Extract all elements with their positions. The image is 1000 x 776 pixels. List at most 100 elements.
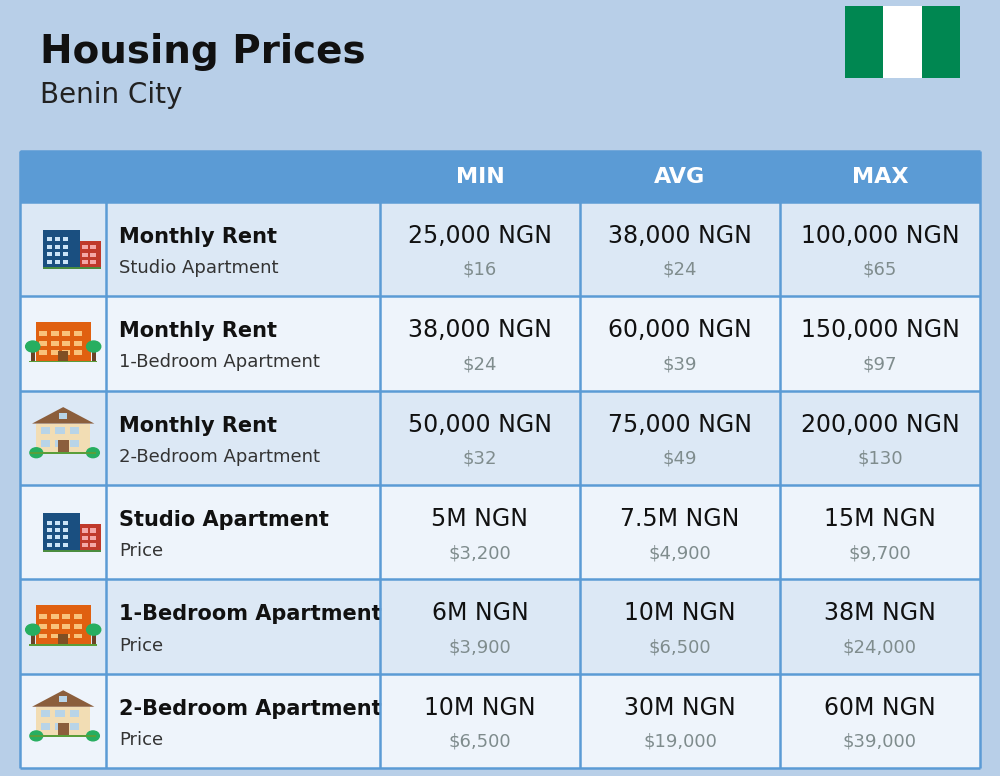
- FancyBboxPatch shape: [43, 513, 80, 550]
- Circle shape: [26, 341, 40, 352]
- FancyBboxPatch shape: [82, 536, 88, 540]
- Circle shape: [26, 624, 40, 636]
- FancyBboxPatch shape: [380, 580, 580, 674]
- FancyBboxPatch shape: [74, 624, 82, 629]
- FancyBboxPatch shape: [58, 634, 68, 644]
- Text: 200,000 NGN: 200,000 NGN: [801, 413, 959, 437]
- FancyBboxPatch shape: [55, 260, 60, 264]
- Text: Monthly Rent: Monthly Rent: [119, 227, 277, 247]
- FancyBboxPatch shape: [845, 6, 883, 78]
- FancyBboxPatch shape: [380, 674, 580, 768]
- FancyBboxPatch shape: [380, 151, 580, 202]
- FancyBboxPatch shape: [883, 6, 922, 78]
- FancyBboxPatch shape: [380, 485, 580, 580]
- Text: $16: $16: [463, 261, 497, 279]
- FancyBboxPatch shape: [106, 151, 380, 202]
- Text: Housing Prices: Housing Prices: [40, 33, 366, 71]
- FancyBboxPatch shape: [55, 535, 60, 539]
- FancyBboxPatch shape: [70, 710, 79, 717]
- Text: $39: $39: [663, 355, 697, 373]
- FancyBboxPatch shape: [41, 710, 50, 717]
- FancyBboxPatch shape: [106, 485, 380, 580]
- FancyBboxPatch shape: [47, 521, 52, 525]
- Text: $65: $65: [863, 261, 897, 279]
- FancyBboxPatch shape: [43, 267, 101, 269]
- FancyBboxPatch shape: [47, 260, 52, 264]
- FancyBboxPatch shape: [47, 535, 52, 539]
- Text: 150,000 NGN: 150,000 NGN: [801, 318, 959, 342]
- FancyBboxPatch shape: [92, 634, 96, 644]
- Text: $130: $130: [857, 449, 903, 468]
- Text: Price: Price: [119, 731, 164, 749]
- FancyBboxPatch shape: [62, 341, 70, 345]
- FancyBboxPatch shape: [30, 736, 96, 737]
- FancyBboxPatch shape: [59, 696, 67, 702]
- FancyBboxPatch shape: [55, 439, 65, 447]
- Text: $24: $24: [463, 355, 497, 373]
- FancyBboxPatch shape: [51, 341, 59, 345]
- Text: 5M NGN: 5M NGN: [431, 507, 528, 531]
- FancyBboxPatch shape: [62, 350, 70, 355]
- FancyBboxPatch shape: [380, 296, 580, 390]
- Text: $9,700: $9,700: [849, 544, 911, 562]
- Text: 15M NGN: 15M NGN: [824, 507, 936, 531]
- Text: MIN: MIN: [456, 167, 504, 186]
- Text: MAX: MAX: [852, 167, 908, 186]
- Text: $39,000: $39,000: [843, 733, 917, 751]
- Text: 38,000 NGN: 38,000 NGN: [408, 318, 552, 342]
- FancyBboxPatch shape: [36, 707, 90, 736]
- FancyBboxPatch shape: [62, 624, 70, 629]
- FancyBboxPatch shape: [20, 674, 106, 768]
- FancyBboxPatch shape: [922, 6, 960, 78]
- FancyBboxPatch shape: [51, 331, 59, 336]
- FancyBboxPatch shape: [106, 390, 380, 485]
- Text: $6,500: $6,500: [449, 733, 511, 751]
- FancyBboxPatch shape: [29, 361, 97, 362]
- Text: $32: $32: [463, 449, 497, 468]
- Circle shape: [87, 341, 101, 352]
- Text: 7.5M NGN: 7.5M NGN: [620, 507, 740, 531]
- FancyBboxPatch shape: [82, 543, 88, 547]
- FancyBboxPatch shape: [106, 674, 380, 768]
- FancyBboxPatch shape: [82, 253, 88, 257]
- FancyBboxPatch shape: [90, 260, 96, 265]
- FancyBboxPatch shape: [51, 615, 59, 619]
- FancyBboxPatch shape: [80, 524, 101, 550]
- FancyBboxPatch shape: [580, 390, 780, 485]
- Circle shape: [30, 448, 43, 458]
- Text: Monthly Rent: Monthly Rent: [119, 416, 277, 435]
- FancyBboxPatch shape: [55, 710, 65, 717]
- FancyBboxPatch shape: [47, 244, 52, 249]
- FancyBboxPatch shape: [47, 542, 52, 547]
- FancyBboxPatch shape: [55, 252, 60, 256]
- Text: $3,200: $3,200: [449, 544, 511, 562]
- Text: 2-Bedroom Apartment: 2-Bedroom Apartment: [119, 448, 320, 466]
- FancyBboxPatch shape: [63, 528, 68, 532]
- FancyBboxPatch shape: [82, 528, 88, 532]
- FancyBboxPatch shape: [63, 237, 68, 241]
- Text: Price: Price: [119, 636, 164, 654]
- FancyBboxPatch shape: [580, 580, 780, 674]
- Text: 50,000 NGN: 50,000 NGN: [408, 413, 552, 437]
- FancyBboxPatch shape: [106, 580, 380, 674]
- FancyBboxPatch shape: [380, 390, 580, 485]
- FancyBboxPatch shape: [20, 485, 106, 580]
- FancyBboxPatch shape: [74, 350, 82, 355]
- FancyBboxPatch shape: [20, 390, 106, 485]
- FancyBboxPatch shape: [39, 624, 47, 629]
- FancyBboxPatch shape: [580, 202, 780, 296]
- FancyBboxPatch shape: [51, 350, 59, 355]
- FancyBboxPatch shape: [55, 427, 65, 434]
- FancyBboxPatch shape: [39, 331, 47, 336]
- FancyBboxPatch shape: [780, 151, 980, 202]
- Text: Studio Apartment: Studio Apartment: [119, 259, 279, 277]
- Text: 2-Bedroom Apartment: 2-Bedroom Apartment: [119, 698, 382, 719]
- FancyBboxPatch shape: [74, 331, 82, 336]
- FancyBboxPatch shape: [47, 237, 52, 241]
- FancyBboxPatch shape: [82, 260, 88, 265]
- Text: Benin City: Benin City: [40, 81, 182, 109]
- Text: 30M NGN: 30M NGN: [624, 696, 736, 720]
- FancyBboxPatch shape: [55, 528, 60, 532]
- FancyBboxPatch shape: [43, 550, 101, 553]
- FancyBboxPatch shape: [31, 351, 35, 361]
